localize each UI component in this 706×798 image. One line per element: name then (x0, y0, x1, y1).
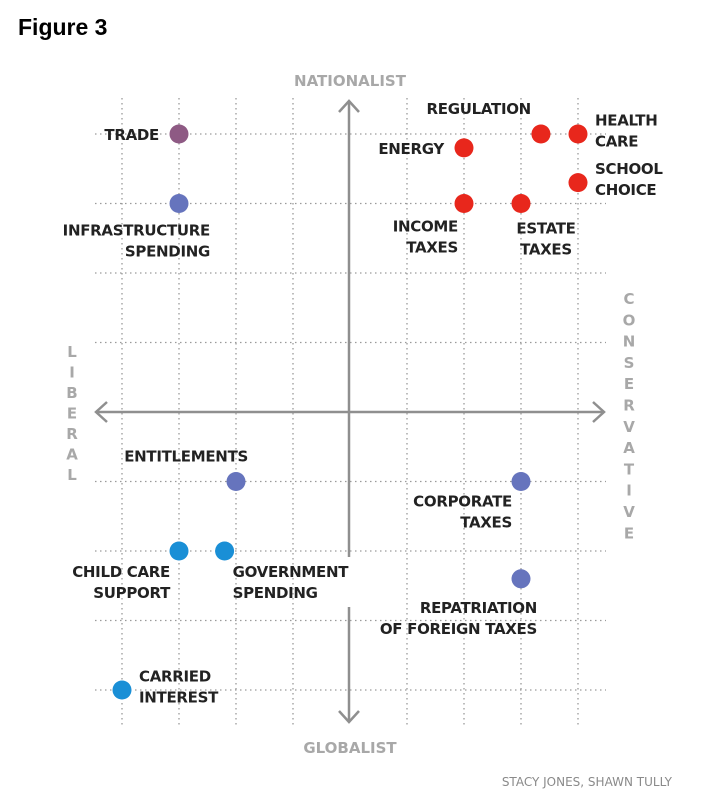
point-label-line: INCOME (393, 218, 458, 236)
point-label-line: ENERGY (378, 140, 445, 158)
x-axis-left-arrow (94, 401, 108, 423)
point-label-line: REPATRIATION (420, 599, 537, 617)
point-label-line: SUPPORT (93, 584, 171, 602)
point-label-line: CHILD CARE (72, 563, 170, 581)
point-label-line: CARE (595, 133, 638, 151)
point-label-line: GOVERNMENT (233, 563, 350, 581)
data-point (454, 194, 474, 213)
point-label: INCOME TAXES (393, 218, 458, 257)
axis-label-letter: B (66, 384, 77, 402)
axis-label-letter: I (626, 482, 632, 500)
point-label-line: SPENDING (233, 584, 318, 602)
point-label-line: ENTITLEMENTS (124, 448, 248, 466)
data-point (226, 472, 246, 491)
point-label: TRADE (104, 126, 159, 144)
data-point (511, 472, 531, 491)
axis-label-letter: S (624, 354, 635, 372)
credit-line: STACY JONES, SHAWN TULLY (502, 775, 673, 789)
data-point (169, 194, 189, 213)
point-label-line: TAXES (460, 514, 512, 532)
data-point (169, 124, 189, 144)
point-label: SCHOOL CHOICE (595, 160, 663, 199)
data-points (112, 124, 588, 700)
point-label-line: TAXES (520, 241, 572, 259)
axis-label-letter: V (623, 503, 635, 521)
point-label-line: CARRIED (139, 668, 211, 686)
axis-label-letter: A (623, 439, 635, 457)
point-label-line: CHOICE (595, 181, 656, 199)
point-label-line: CORPORATE (413, 493, 512, 511)
point-label-line: SCHOOL (595, 160, 663, 178)
point-label-line: OF FOREIGN TAXES (380, 620, 537, 638)
data-point (169, 541, 189, 561)
axis-label-letter: N (623, 333, 636, 351)
point-label: CORPORATE TAXES (413, 493, 512, 532)
axis-label-letter: R (66, 425, 78, 443)
axis-label-letter: L (67, 343, 77, 361)
point-label: ESTATE TAXES (516, 220, 575, 259)
point-label: GOVERNMENT SPENDING (233, 563, 350, 602)
axis-label-letter: A (66, 446, 78, 464)
y-axis-top-arrow (338, 99, 360, 113)
x-axis-right-arrow (592, 401, 606, 423)
axis-label-letter: E (624, 524, 634, 542)
data-point (112, 680, 132, 700)
y-axis-bottom-arrow (338, 710, 360, 724)
axis-label-letter: E (67, 405, 77, 423)
axis-label-letter: O (623, 311, 636, 329)
axes (94, 99, 606, 724)
data-point (568, 124, 588, 144)
axis-label-letter: V (623, 418, 635, 436)
point-label-line: SPENDING (125, 243, 210, 261)
point-label: ENTITLEMENTS (124, 448, 248, 466)
axis-label-nationalist: NATIONALIST (294, 72, 407, 90)
point-label: INFRASTRUCTURE SPENDING (63, 222, 210, 261)
axis-label-globalist: GLOBALIST (303, 739, 397, 757)
point-label-line: TAXES (406, 239, 458, 257)
point-label: CARRIED INTEREST (139, 668, 219, 707)
point-label-line: TRADE (104, 126, 159, 144)
point-label: HEALTH CARE (595, 112, 657, 151)
point-label: REGULATION (427, 100, 531, 118)
point-label: ENERGY (378, 140, 445, 158)
data-point (511, 569, 531, 589)
axis-label-letter: T (624, 460, 635, 478)
axis-label-letter: R (623, 397, 635, 415)
data-point (511, 194, 531, 213)
point-label: CHILD CARE SUPPORT (72, 563, 171, 602)
axis-label-letter: I (69, 364, 75, 382)
point-label-line: ESTATE (516, 220, 575, 238)
point-label-line: REGULATION (427, 100, 531, 118)
point-labels: TRADE INFRASTRUCTURE SPENDING REGULATION HEA… (63, 100, 664, 707)
axis-label-letter: L (67, 466, 77, 484)
point-label: REPATRIATION OF FOREIGN TAXES (380, 599, 537, 638)
point-label-line: HEALTH (595, 112, 657, 130)
axis-label-letter: E (624, 375, 634, 393)
point-label-line: INTEREST (139, 689, 219, 707)
axis-label-letter: C (623, 290, 634, 308)
data-point (215, 541, 235, 561)
data-point (568, 173, 588, 193)
data-point (454, 138, 474, 158)
data-point (531, 124, 551, 144)
point-label-line: INFRASTRUCTURE (63, 222, 210, 240)
figure-title: Figure 3 (18, 14, 108, 40)
